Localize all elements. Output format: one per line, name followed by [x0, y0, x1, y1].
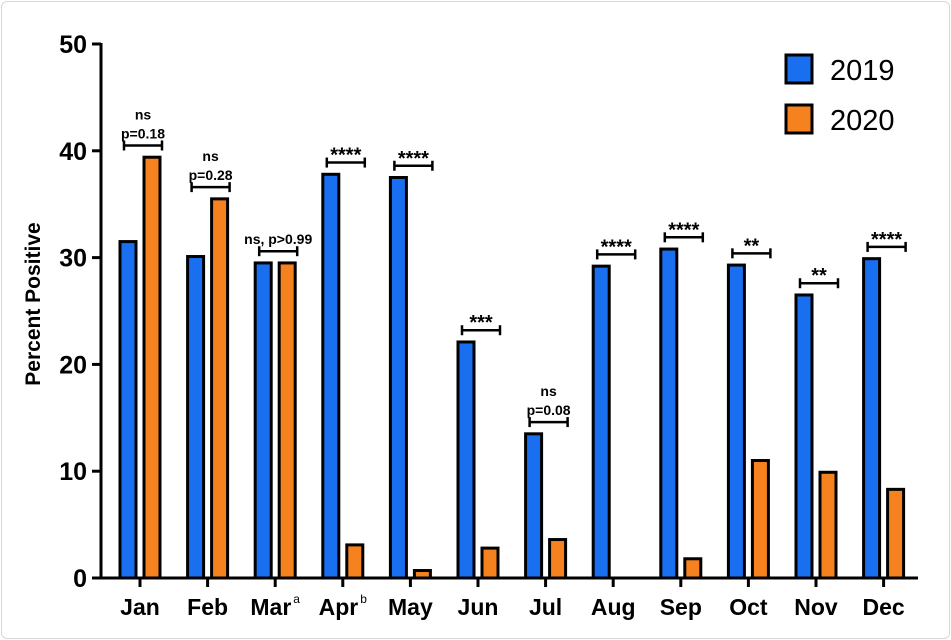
annotation-label: ** [811, 265, 827, 287]
bar-2019-Nov [794, 293, 814, 580]
annotation-label: *** [469, 312, 493, 334]
annotation-label: ** [744, 235, 760, 257]
annotation-label: ns, p>0.99 [244, 231, 312, 247]
x-tick-label: Mar a [250, 592, 300, 620]
x-tick-label: Apr b [319, 592, 368, 620]
bar-2019-Sep [659, 247, 679, 580]
annotation-label: ns [135, 106, 152, 122]
bar-2019-Mar [253, 261, 273, 580]
x-tick-label: Jan [120, 594, 160, 620]
x-tick-label: May [388, 594, 433, 620]
bar-2020-Nov [818, 470, 838, 580]
annotation-label: p=0.08 [527, 402, 571, 418]
x-tick-label: Oct [729, 594, 768, 620]
legend-swatch-2019 [784, 53, 814, 85]
x-tick-superscript: b [360, 592, 367, 606]
x-tick-label: Dec [862, 594, 904, 620]
y-tick-label: 0 [73, 565, 87, 593]
bar-2020-Jun [480, 546, 500, 580]
bar-2020-Apr [345, 543, 365, 580]
significance-annotation: **** [325, 145, 367, 168]
annotation-label: p=0.18 [121, 125, 165, 141]
bar-2019-Aug [591, 264, 611, 580]
x-tick-label: Aug [591, 594, 636, 620]
x-tick-label: Sep [660, 594, 702, 620]
y-tick-label: 50 [59, 31, 87, 59]
bar-2019-May [388, 176, 408, 580]
legend: 2019 2020 [784, 53, 895, 137]
y-tick-label: 40 [59, 138, 87, 166]
legend-label-2020: 2020 [830, 105, 895, 137]
significance-annotation: **** [393, 148, 434, 171]
y-tick-label: 30 [59, 245, 87, 273]
y-tick-label: 20 [59, 351, 87, 379]
significance-annotation: ns, p>0.99 [244, 231, 312, 257]
bar-2019-Apr [321, 172, 341, 580]
bar-2019-Feb [186, 255, 206, 580]
y-tick-label: 10 [59, 458, 87, 486]
legend-swatch-2020 [784, 103, 814, 135]
x-tick-label: Feb [187, 594, 228, 620]
annotation-label: ns [540, 383, 557, 399]
bar-2020-Sep [683, 557, 703, 580]
bar-2020-Oct [750, 459, 770, 580]
annotation-label: **** [601, 236, 632, 258]
annotation-label: **** [871, 229, 902, 251]
annotation-label: p=0.28 [189, 167, 233, 183]
x-tick-label: Jul [529, 594, 562, 620]
bar-2019-Dec [862, 257, 882, 580]
bar-2019-Jun [456, 340, 476, 580]
bar-2019-Oct [726, 263, 746, 580]
x-tick-superscript: a [293, 592, 300, 606]
significance-annotation: *** [460, 312, 502, 336]
bar-2020-Dec [886, 487, 906, 580]
bar-2019-Jul [524, 432, 544, 580]
annotation-label: **** [668, 219, 699, 241]
annotation-label: **** [398, 148, 429, 170]
significance-annotation: **** [595, 236, 637, 260]
y-axis-label: Percent Positive [22, 222, 45, 385]
significance-annotation: ns p=0.08 [527, 383, 571, 428]
bar-2019-Jan [118, 240, 138, 580]
significance-annotation: ** [798, 265, 840, 289]
significance-annotation: **** [866, 229, 907, 252]
x-tick-label: Nov [794, 594, 838, 620]
bar-2020-Jul [548, 538, 568, 580]
bar-2020-May [412, 569, 432, 580]
significance-annotation: ** [731, 235, 772, 259]
legend-label-2019: 2019 [830, 55, 895, 87]
bar-2020-Mar [277, 261, 297, 580]
annotation-label: ns [202, 148, 219, 164]
bar-2020-Feb [210, 197, 230, 580]
significance-annotation: **** [663, 219, 705, 243]
significance-annotation: ns p=0.28 [189, 148, 233, 193]
annotation-label: **** [330, 145, 361, 167]
bar-2020-Jan [142, 155, 162, 580]
significance-annotation: ns p=0.18 [121, 106, 165, 151]
x-tick-label: Jun [458, 594, 499, 620]
